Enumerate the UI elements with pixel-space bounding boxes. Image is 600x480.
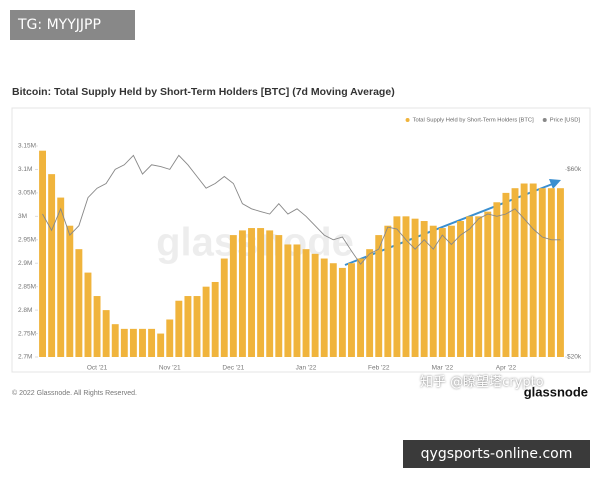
bar xyxy=(120,328,128,357)
bar xyxy=(193,296,201,357)
y-tick-label: 2.8M xyxy=(18,307,32,314)
legend-label: Price [USD] xyxy=(550,118,581,124)
bar xyxy=(557,188,564,357)
bar xyxy=(229,235,237,357)
y-tick-label: 2.95M xyxy=(18,236,36,243)
bar xyxy=(366,249,374,357)
x-tick-label: Jan '22 xyxy=(296,365,317,372)
site-overlay: qygsports-online.com xyxy=(403,440,590,468)
bar xyxy=(511,188,519,357)
bar xyxy=(338,267,346,357)
bar xyxy=(139,328,146,357)
x-tick-label: Oct '21 xyxy=(87,365,108,372)
footer: © 2022 Glassnode. All Rights Reserved. xyxy=(12,389,137,397)
x-tick-label: Feb '22 xyxy=(368,365,390,372)
bar xyxy=(320,258,328,357)
legend-swatch xyxy=(542,118,547,122)
bar xyxy=(475,216,483,357)
bar xyxy=(411,218,419,357)
x-tick-label: Apr '22 xyxy=(496,365,517,372)
bar xyxy=(484,211,492,357)
bar xyxy=(357,258,365,357)
bar xyxy=(420,221,428,357)
x-tick-label: Mar '22 xyxy=(432,365,454,372)
y-tick-label: 3M xyxy=(18,213,27,220)
legend-swatch xyxy=(405,118,410,122)
bar xyxy=(429,225,437,357)
y-tick-label: 3.15M xyxy=(18,143,36,150)
y-tick-label: 3.05M xyxy=(18,190,36,197)
bar xyxy=(493,202,501,357)
bar xyxy=(520,183,528,357)
bar xyxy=(547,188,555,357)
y-tick-label: 2.85M xyxy=(18,283,36,290)
bar xyxy=(438,228,446,357)
bar xyxy=(302,249,310,357)
logo: glassnode xyxy=(524,384,588,399)
legend-label: Total Supply Held by Short-Term Holders … xyxy=(413,118,535,124)
bar xyxy=(84,272,92,357)
bar xyxy=(148,328,156,357)
y2-tick-label: $20k xyxy=(567,354,582,361)
bar xyxy=(175,300,183,357)
bar xyxy=(275,235,283,357)
bar xyxy=(238,230,246,357)
x-tick-label: Nov '21 xyxy=(159,365,181,372)
bar xyxy=(466,216,474,357)
bar xyxy=(39,150,46,357)
bar xyxy=(457,221,464,357)
bar xyxy=(157,333,165,357)
bar xyxy=(129,328,137,357)
bar xyxy=(102,310,110,357)
bar xyxy=(257,228,265,357)
bar xyxy=(502,192,510,357)
arrow-head xyxy=(549,179,561,189)
bar xyxy=(311,253,319,357)
y-tick-label: 2.75M xyxy=(18,330,36,337)
bar xyxy=(393,216,401,357)
bar xyxy=(384,225,392,357)
bar xyxy=(66,225,74,357)
bar xyxy=(266,230,274,357)
bar xyxy=(402,216,410,357)
watermark: glassnode xyxy=(156,221,354,265)
bar xyxy=(293,244,301,357)
zhihu-overlay: 知乎 @瞭望塔crypto xyxy=(420,375,544,390)
bar xyxy=(93,296,101,357)
x-tick-label: Dec '21 xyxy=(222,365,244,372)
bar xyxy=(348,263,355,357)
bar xyxy=(375,235,383,357)
bar xyxy=(220,258,228,357)
bar xyxy=(447,225,455,357)
y2-tick-label: $60k xyxy=(567,166,582,173)
bar xyxy=(202,286,210,357)
tg-overlay: TG: MYYJJPP xyxy=(10,10,135,40)
bar xyxy=(329,263,337,357)
bar xyxy=(211,281,219,357)
y-tick-label: 3.1M xyxy=(18,166,32,173)
chart-title: Bitcoin: Total Supply Held by Short-Term… xyxy=(12,86,395,98)
bar xyxy=(166,319,174,357)
bar xyxy=(529,183,537,357)
bar xyxy=(284,244,292,357)
bar xyxy=(184,296,192,357)
y-tick-label: 2.7M xyxy=(18,354,32,361)
bar xyxy=(538,188,546,357)
price-line xyxy=(42,154,561,265)
bar xyxy=(75,249,83,357)
bar xyxy=(57,197,65,357)
bar xyxy=(111,324,119,357)
bar xyxy=(48,174,56,357)
bar xyxy=(248,228,255,357)
chart-frame xyxy=(11,107,591,373)
y-tick-label: 2.9M xyxy=(18,260,32,267)
